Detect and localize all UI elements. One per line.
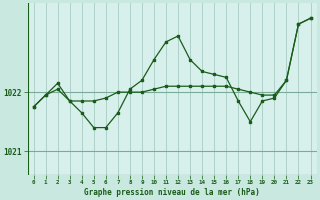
X-axis label: Graphe pression niveau de la mer (hPa): Graphe pression niveau de la mer (hPa) [84,188,260,197]
